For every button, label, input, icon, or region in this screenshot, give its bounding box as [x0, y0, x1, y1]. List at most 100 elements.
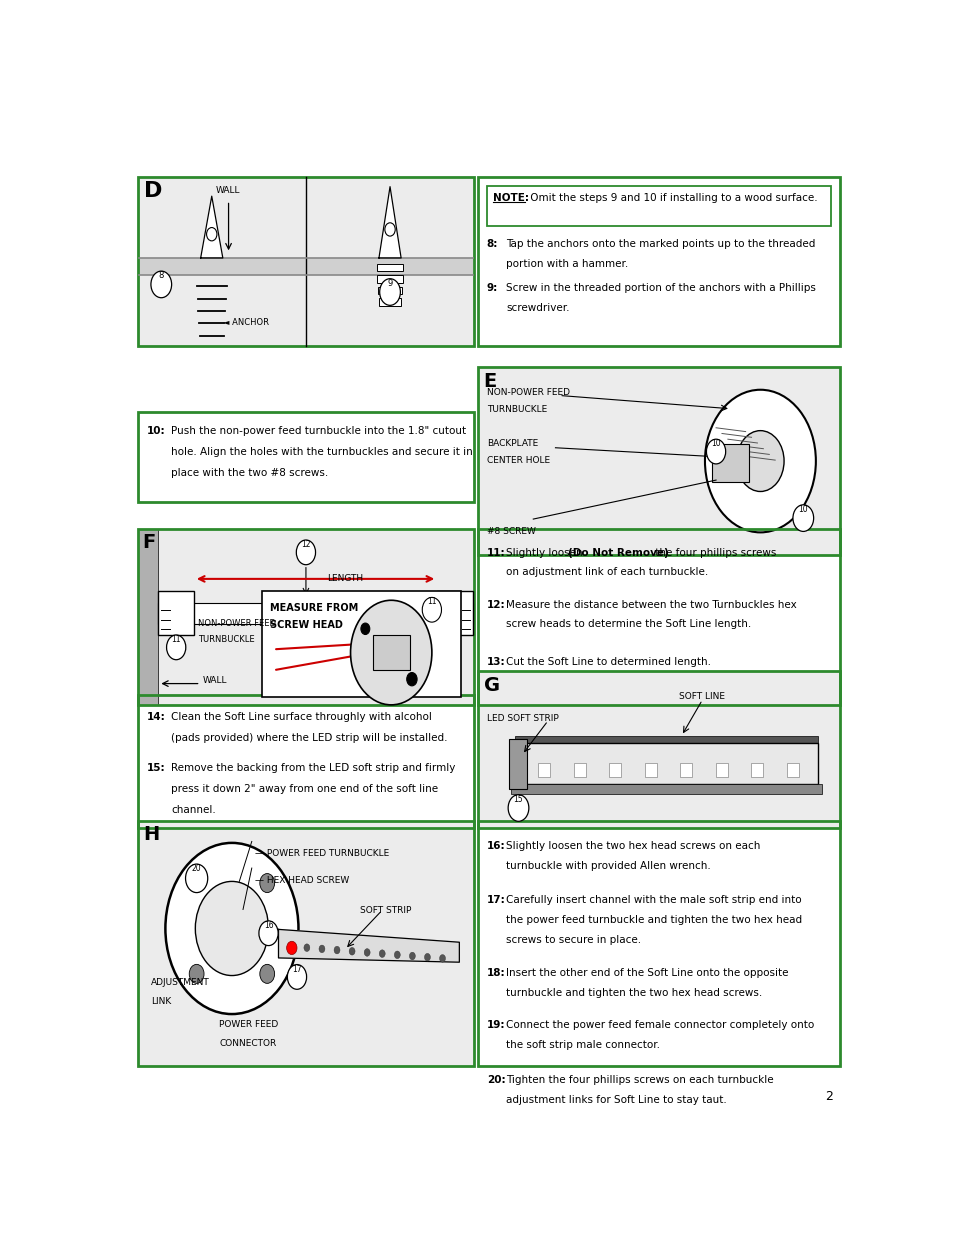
Bar	[377, 287, 401, 294]
Bar	[511, 784, 821, 794]
Text: 10: 10	[798, 505, 807, 514]
Circle shape	[384, 222, 395, 236]
Bar	[679, 763, 692, 777]
Text: 10:: 10:	[147, 426, 165, 436]
Text: channel.: channel.	[171, 805, 215, 815]
Text: Clean the Soft Line surface throughly with alcohol: Clean the Soft Line surface throughly wi…	[171, 713, 432, 722]
Circle shape	[289, 942, 294, 950]
Bar	[477, 367, 840, 556]
Circle shape	[508, 794, 528, 821]
Bar	[477, 529, 840, 704]
Text: 9:: 9:	[486, 283, 497, 293]
Bar	[751, 763, 762, 777]
Bar	[574, 763, 585, 777]
Circle shape	[151, 272, 172, 298]
Text: 8: 8	[158, 272, 164, 280]
Circle shape	[259, 873, 274, 893]
Text: Tap the anchors onto the marked points up to the threaded: Tap the anchors onto the marked points u…	[505, 238, 815, 248]
Text: SCREW HEAD: SCREW HEAD	[270, 620, 342, 630]
Text: SOFT LINE: SOFT LINE	[679, 692, 724, 701]
Text: Slightly loosen: Slightly loosen	[505, 547, 585, 557]
Circle shape	[422, 598, 441, 622]
Text: the power feed turnbuckle and tighten the two hex head: the power feed turnbuckle and tighten th…	[505, 915, 801, 925]
Text: Measure the distance between the two Turnbuckles hex: Measure the distance between the two Tur…	[505, 600, 796, 610]
Text: hole. Align the holes with the turnbuckles and secure it in: hole. Align the holes with the turnbuckl…	[171, 447, 473, 457]
Bar	[137, 529, 474, 704]
Text: 17:: 17:	[486, 894, 505, 905]
Text: 18:: 18:	[486, 968, 505, 978]
Text: press it down 2" away from one end of the soft line: press it down 2" away from one end of th…	[171, 784, 437, 794]
Text: ADJUSTMENT: ADJUSTMENT	[151, 978, 210, 987]
Text: Remove the backing from the LED soft strip and firmly: Remove the backing from the LED soft str…	[171, 763, 455, 773]
Bar	[377, 275, 402, 283]
Text: 17: 17	[292, 965, 301, 973]
Text: Tighten the four phillips screws on each turnbuckle: Tighten the four phillips screws on each…	[505, 1076, 773, 1086]
Bar	[712, 443, 748, 482]
Text: Carefully insert channel with the male soft strip end into: Carefully insert channel with the male s…	[505, 894, 801, 905]
Circle shape	[364, 948, 370, 956]
Text: LENGTH: LENGTH	[327, 574, 363, 583]
Text: portion with a hammer.: portion with a hammer.	[505, 258, 627, 268]
Text: NON-POWER FEED: NON-POWER FEED	[486, 388, 569, 396]
Text: 20:: 20:	[486, 1076, 505, 1086]
Text: 11: 11	[172, 635, 181, 643]
Text: #8 SCREW: #8 SCREW	[486, 526, 535, 536]
Bar	[137, 529, 474, 704]
Text: 10: 10	[711, 440, 720, 448]
Bar	[137, 820, 474, 1066]
Circle shape	[304, 944, 310, 951]
Bar	[715, 763, 727, 777]
Bar	[537, 763, 550, 777]
Circle shape	[334, 946, 339, 953]
Text: screws to secure in place.: screws to secure in place.	[505, 935, 640, 945]
Text: 12:: 12:	[486, 600, 505, 610]
Text: 20: 20	[192, 864, 201, 873]
Circle shape	[287, 965, 306, 989]
Text: Connect the power feed female connector completely onto: Connect the power feed female connector …	[505, 1020, 813, 1030]
Text: WALL: WALL	[203, 676, 227, 685]
Circle shape	[360, 624, 370, 635]
Bar	[436, 592, 472, 635]
Bar	[262, 592, 460, 697]
Text: — HEX HEAD SCREW: — HEX HEAD SCREW	[255, 876, 350, 884]
Bar	[515, 743, 817, 784]
Text: the four phillips screws: the four phillips screws	[651, 547, 775, 557]
Text: F: F	[142, 534, 155, 552]
Text: Omit the steps 9 and 10 if installing to a wood surface.: Omit the steps 9 and 10 if installing to…	[527, 193, 817, 203]
Text: 9: 9	[387, 279, 393, 288]
Circle shape	[207, 227, 216, 241]
Bar	[373, 636, 409, 669]
Bar	[486, 186, 830, 226]
Text: TURNBUCKLE: TURNBUCKLE	[486, 405, 546, 414]
Text: the soft strip male connector.: the soft strip male connector.	[505, 1040, 659, 1050]
Bar	[644, 763, 656, 777]
Bar	[158, 592, 193, 635]
Text: E: E	[483, 372, 497, 390]
Text: D: D	[144, 180, 162, 200]
Text: TURNBUCKLE: TURNBUCKLE	[197, 635, 254, 643]
Circle shape	[258, 921, 278, 946]
Text: (pads provided) where the LED strip will be installed.: (pads provided) where the LED strip will…	[171, 734, 447, 743]
Text: LINK: LINK	[151, 998, 172, 1007]
Text: Insert the other end of the Soft Line onto the opposite: Insert the other end of the Soft Line on…	[505, 968, 787, 978]
Text: SOFT STRIP: SOFT STRIP	[359, 905, 411, 915]
Circle shape	[296, 540, 315, 564]
Text: on adjustment link of each turnbuckle.: on adjustment link of each turnbuckle.	[505, 567, 707, 577]
Text: 15:: 15:	[147, 763, 165, 773]
Circle shape	[259, 965, 274, 983]
Text: 12: 12	[301, 540, 311, 550]
Text: screw heads to determine the Soft Line length.: screw heads to determine the Soft Line l…	[505, 619, 750, 629]
Circle shape	[349, 947, 355, 955]
Polygon shape	[200, 196, 223, 258]
Text: 14:: 14:	[147, 713, 165, 722]
Bar	[137, 177, 474, 346]
Text: Push the non-power feed turnbuckle into the 1.8" cutout: Push the non-power feed turnbuckle into …	[171, 426, 466, 436]
Text: CONNECTOR: CONNECTOR	[219, 1039, 276, 1049]
Bar	[378, 298, 400, 305]
Text: 11:: 11:	[486, 547, 505, 557]
Text: place with the two #8 screws.: place with the two #8 screws.	[171, 468, 328, 478]
Circle shape	[409, 952, 415, 960]
Text: — POWER FEED TURNBUCKLE: — POWER FEED TURNBUCKLE	[255, 848, 390, 858]
Text: 11: 11	[427, 598, 436, 606]
Bar	[137, 695, 474, 829]
